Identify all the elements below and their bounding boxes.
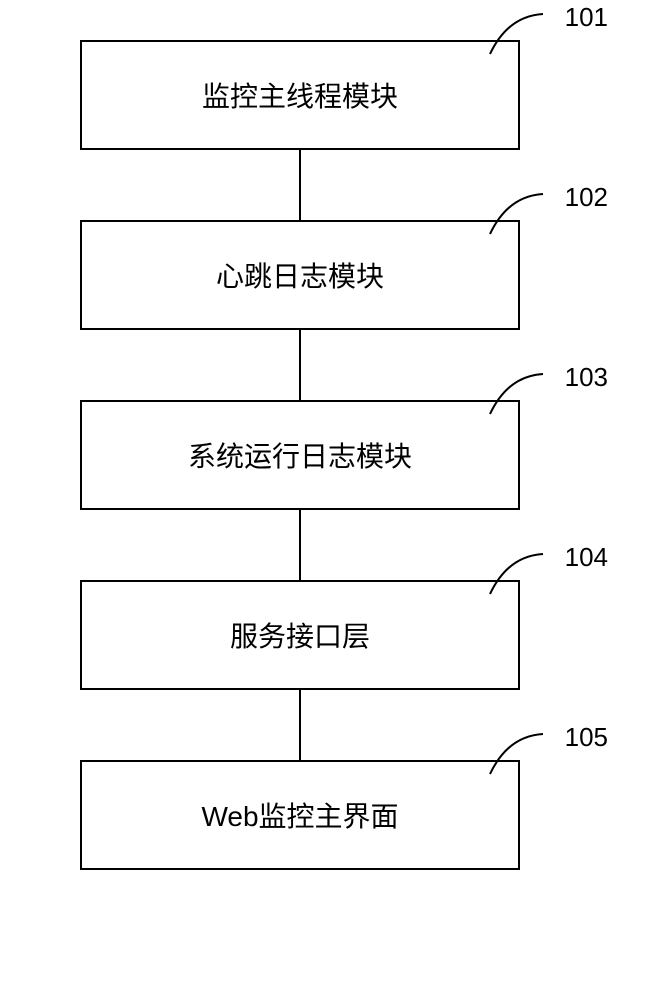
- node-label: 服务接口层: [230, 615, 370, 655]
- node-id-label: 101: [565, 2, 608, 33]
- node-label: 监控主线程模块: [202, 75, 398, 115]
- flowchart-connector: [299, 330, 301, 400]
- flowchart-connector: [299, 150, 301, 220]
- flowchart-node: 系统运行日志模块 103: [80, 400, 520, 510]
- node-id-label: 105: [565, 722, 608, 753]
- flowchart-connector: [299, 690, 301, 760]
- node-label: 心跳日志模块: [216, 255, 384, 295]
- callout-curve-icon: [488, 366, 548, 416]
- callout-curve-icon: [488, 186, 548, 236]
- node-label: Web监控主界面: [201, 795, 398, 835]
- flowchart-node: Web监控主界面 105: [80, 760, 520, 870]
- flowchart-node: 心跳日志模块 102: [80, 220, 520, 330]
- node-callout: 101: [488, 6, 608, 56]
- node-label: 系统运行日志模块: [188, 435, 412, 475]
- callout-curve-icon: [488, 726, 548, 776]
- node-id-label: 102: [565, 182, 608, 213]
- flowchart-node: 服务接口层 104: [80, 580, 520, 690]
- callout-curve-icon: [488, 546, 548, 596]
- node-id-label: 104: [565, 542, 608, 573]
- flowchart-diagram: 监控主线程模块 101 心跳日志模块 102 系统运行日志模块 103 服务: [50, 40, 590, 870]
- flowchart-node: 监控主线程模块 101: [80, 40, 520, 150]
- node-id-label: 103: [565, 362, 608, 393]
- node-callout: 105: [488, 726, 608, 776]
- flowchart-connector: [299, 510, 301, 580]
- callout-curve-icon: [488, 6, 548, 56]
- node-callout: 103: [488, 366, 608, 416]
- node-callout: 104: [488, 546, 608, 596]
- node-callout: 102: [488, 186, 608, 236]
